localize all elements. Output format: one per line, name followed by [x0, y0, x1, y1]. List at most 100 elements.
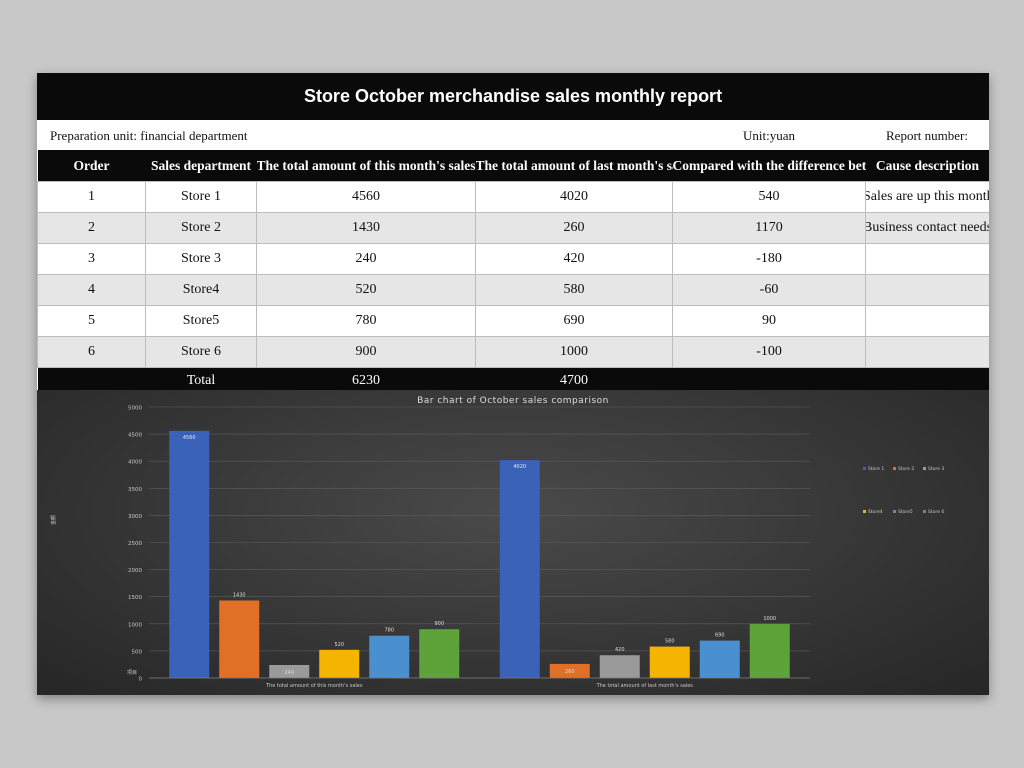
cell-last: 580 [475, 274, 673, 306]
table-header-row: Order Sales department The total amount … [37, 150, 989, 182]
total-last-month: 4700 [475, 367, 673, 394]
cell-this: 520 [256, 274, 476, 306]
cell-diff: 90 [672, 305, 866, 337]
cell-cause [865, 243, 989, 275]
category-label: The total amount of this month's sales [265, 683, 363, 689]
cell-cause [865, 274, 989, 306]
data-label: 780 [384, 628, 394, 634]
cell-order: 6 [37, 336, 146, 368]
data-label: 900 [434, 621, 444, 627]
category-label: The total amount of last month's sales [596, 683, 694, 689]
cell-cause [865, 305, 989, 337]
info-row: Preparation unit: financial department U… [37, 120, 989, 150]
cell-this: 900 [256, 336, 476, 368]
cell-this: 780 [256, 305, 476, 337]
cell-last: 260 [475, 212, 673, 244]
bar [499, 460, 540, 678]
legend-entry: Store 1 [868, 466, 884, 472]
legend-swatch [923, 510, 926, 513]
bar [649, 646, 690, 678]
y-tick-label: 5000 [128, 406, 142, 412]
data-label: 4020 [513, 464, 526, 470]
bar [549, 663, 590, 678]
y-axis-label: 金额 [50, 515, 57, 525]
bar [169, 430, 210, 678]
bar [699, 640, 740, 678]
data-label: 520 [334, 642, 344, 648]
header-order: Order [37, 150, 146, 182]
y-tick-label: 2000 [128, 568, 142, 574]
report-title: Store October merchandise sales monthly … [37, 73, 989, 120]
y-tick-label: 1000 [128, 622, 142, 628]
header-difference: Compared with the difference between [672, 150, 866, 182]
y-tick-label: 1500 [128, 595, 142, 601]
cell-last: 420 [475, 243, 673, 275]
bar [749, 623, 790, 678]
cell-diff: -60 [672, 274, 866, 306]
legend-entry: Store5 [898, 509, 913, 515]
cell-last: 1000 [475, 336, 673, 368]
bar [269, 664, 310, 678]
cell-dept: Store4 [145, 274, 257, 306]
cell-order: 1 [37, 181, 146, 213]
preparation-unit: Preparation unit: financial department [50, 128, 248, 143]
data-label: 1000 [763, 616, 776, 622]
cell-cause: Sales are up this month [865, 181, 989, 213]
legend-swatch [863, 467, 866, 470]
cell-diff: -180 [672, 243, 866, 275]
header-sales-department: Sales department [145, 150, 257, 182]
cell-last: 4020 [475, 181, 673, 213]
legend-swatch [893, 467, 896, 470]
cell-dept: Store 3 [145, 243, 257, 275]
legend-entry: Store 2 [898, 466, 914, 472]
cell-dept: Store 1 [145, 181, 257, 213]
bar [419, 629, 460, 678]
chart-area: Bar chart of October sales comparison 0 50… [37, 390, 989, 695]
y-tick-label: 500 [132, 649, 143, 655]
bar [369, 635, 410, 678]
legend-swatch [923, 467, 926, 470]
data-label: 4560 [183, 435, 196, 441]
cell-dept: Store 6 [145, 336, 257, 368]
cell-this: 240 [256, 243, 476, 275]
y-tick-label: 4000 [128, 460, 142, 466]
cell-order: 4 [37, 274, 146, 306]
legend-swatch [863, 510, 866, 513]
cell-diff: -100 [672, 336, 866, 368]
data-label: 580 [665, 639, 675, 645]
cell-dept: Store 2 [145, 212, 257, 244]
y-tick-label: 0 [139, 677, 143, 683]
bar-chart: Bar chart of October sales comparison 0 50… [50, 396, 944, 689]
y-tick-label: 4500 [128, 433, 142, 439]
cell-this: 4560 [256, 181, 476, 213]
report-number-label: Report number: [886, 128, 968, 143]
data-label: 240 [284, 670, 294, 676]
header-last-month: The total amount of last month's sales [475, 150, 673, 182]
cell-total-blank [37, 367, 146, 394]
cell-diff: 540 [672, 181, 866, 213]
data-label: 260 [565, 669, 575, 675]
cell-cause [865, 336, 989, 368]
cell-order: 3 [37, 243, 146, 275]
total-label: Total [145, 367, 257, 394]
y-tick-label: 3000 [128, 514, 142, 520]
cell-total-blank [672, 367, 866, 394]
y-tick-label: 3500 [128, 487, 142, 493]
cell-this: 1430 [256, 212, 476, 244]
legend-entry: Store 3 [928, 466, 944, 472]
table-row: 5 Store5 780 690 90 [37, 305, 989, 337]
bar [599, 655, 640, 678]
chart-title: Bar chart of October sales comparison [417, 396, 609, 406]
total-row: Total 6230 4700 [37, 367, 989, 394]
unit-label: Unit:yuan [743, 128, 795, 143]
legend-entry: Store4 [868, 509, 883, 515]
table-row: 1 Store 1 4560 4020 540 Sales are up thi… [37, 181, 989, 213]
data-label: 1430 [233, 592, 246, 598]
cell-order: 2 [37, 212, 146, 244]
table-row: 3 Store 3 240 420 -180 [37, 243, 989, 275]
cell-last: 690 [475, 305, 673, 337]
data-label: 420 [615, 647, 625, 653]
cell-dept: Store5 [145, 305, 257, 337]
bar [319, 649, 360, 678]
cell-diff: 1170 [672, 212, 866, 244]
